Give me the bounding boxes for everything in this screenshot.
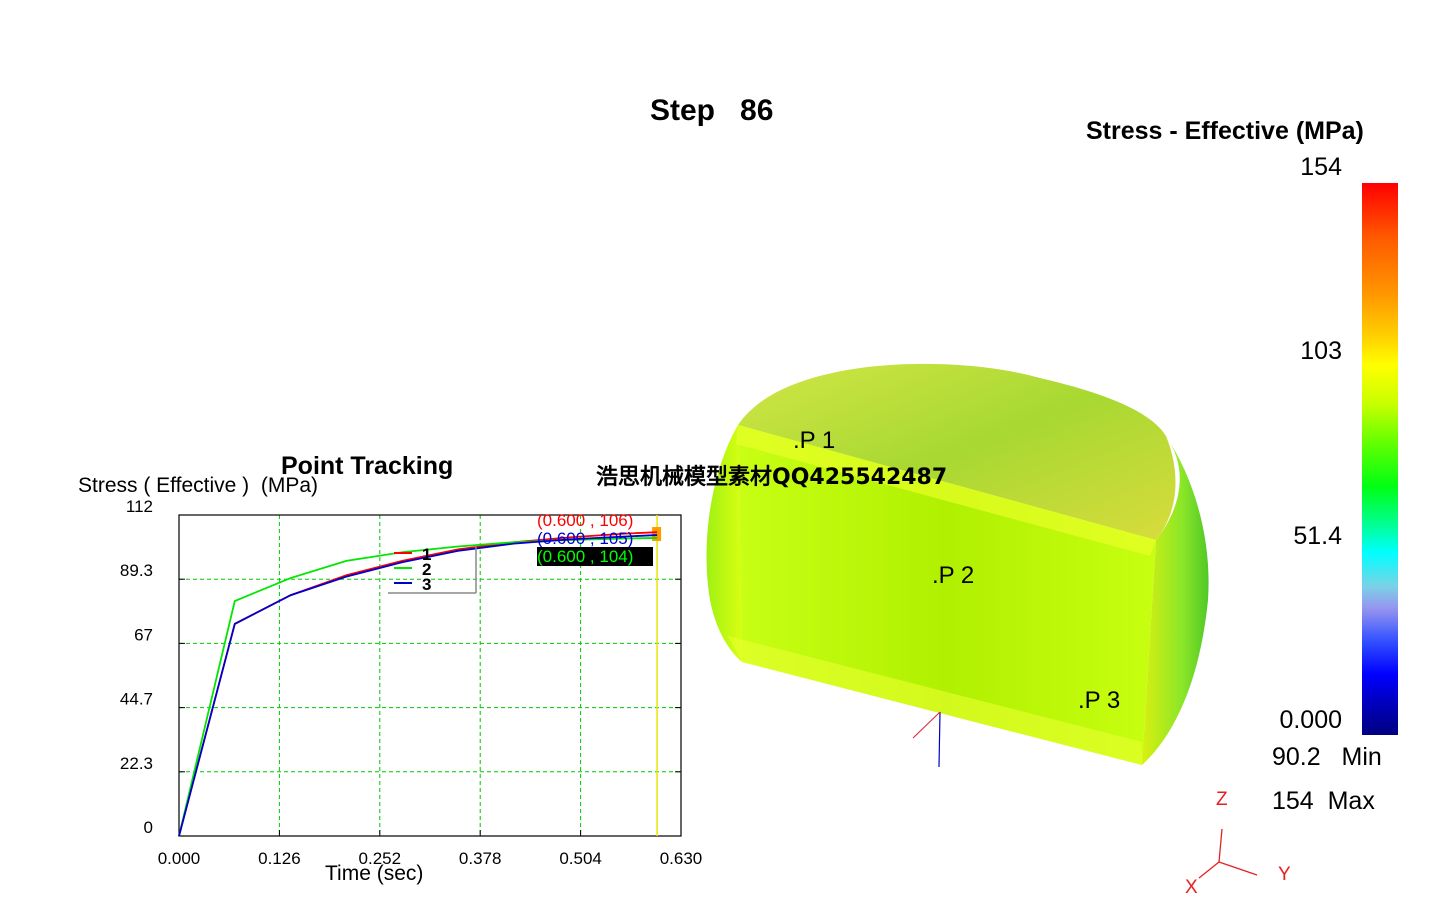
model-bottom-edge-highlight	[728, 636, 1142, 765]
axis-y-line	[1218, 861, 1258, 876]
y-tick-label: 89.3	[120, 561, 153, 580]
y-tick-label: 44.7	[120, 690, 153, 709]
x-tick-label: 0.630	[660, 849, 703, 868]
max-value: 154 Max	[1272, 787, 1375, 815]
axis-z-line	[1218, 828, 1223, 863]
model-front-edge-highlight	[736, 425, 1156, 556]
legend-entry-3: 3	[422, 575, 431, 594]
watermark-text: 浩思机械模型素材QQ425542487	[596, 465, 948, 490]
axis-y-label: Y	[1278, 864, 1291, 885]
step-title: Step 86	[650, 94, 774, 127]
series-line-1	[178, 531, 658, 837]
scale-label-max: 154	[1300, 153, 1342, 181]
min-max-readout: 90.2 Min 154 Max	[1272, 743, 1382, 831]
probe-label-3: .P 3	[1078, 687, 1120, 714]
series-line-2	[178, 537, 658, 837]
time-cursor-marker	[652, 527, 662, 541]
x-tick-label: 0.504	[559, 849, 602, 868]
model-right-side	[1142, 436, 1209, 765]
axis-x-label: X	[1185, 877, 1198, 898]
scale-label-high: 103	[1300, 337, 1342, 365]
axis-z-label: Z	[1216, 789, 1228, 810]
probe-label-2: .P 2	[932, 562, 974, 589]
x-tick-label: 0.378	[459, 849, 502, 868]
y-tick-label: 112	[126, 497, 153, 516]
axis-triad: Z Y X	[1185, 789, 1291, 898]
chart-y-axis-label: Stress ( Effective ) (MPa)	[78, 474, 318, 497]
series-line-3	[178, 534, 658, 837]
y-tick-label: 67	[134, 625, 153, 644]
legend-entry-2: 2	[422, 560, 431, 579]
x-tick-label: 0.252	[359, 849, 402, 868]
model-origin-axis-z	[938, 711, 941, 768]
y-tick-label: 0	[144, 818, 153, 837]
chart-x-axis-label: Time (sec)	[325, 862, 424, 885]
chart-title: Point Tracking	[281, 452, 454, 480]
annotation-background	[537, 547, 653, 566]
scale-label-min: 0.000	[1279, 706, 1342, 734]
annotation-value-3: (0.600 , 104)	[537, 547, 633, 566]
annotation-value-2: (0.600 , 105)	[537, 529, 633, 548]
legend-title: Stress - Effective (MPa)	[1086, 117, 1364, 145]
color-scale-bar	[1362, 183, 1398, 735]
model-top-surface	[738, 363, 1176, 540]
min-value: 90.2 Min	[1272, 743, 1382, 771]
y-tick-label: 22.3	[120, 754, 153, 773]
x-tick-label: 0.000	[158, 849, 201, 868]
model-left-edge	[706, 425, 742, 662]
probe-label-1: .P 1	[793, 427, 835, 454]
axis-x-line	[1198, 861, 1220, 879]
legend-entry-1: 1	[422, 545, 431, 564]
probe-markers: .P 1 .P 2 .P 3	[793, 427, 1120, 714]
plot-frame	[178, 514, 682, 837]
annotation-value-1: (0.600 , 106)	[537, 511, 633, 530]
x-tick-label: 0.126	[258, 849, 301, 868]
scale-label-low: 51.4	[1293, 522, 1342, 550]
model-origin-axis-x	[912, 711, 941, 739]
